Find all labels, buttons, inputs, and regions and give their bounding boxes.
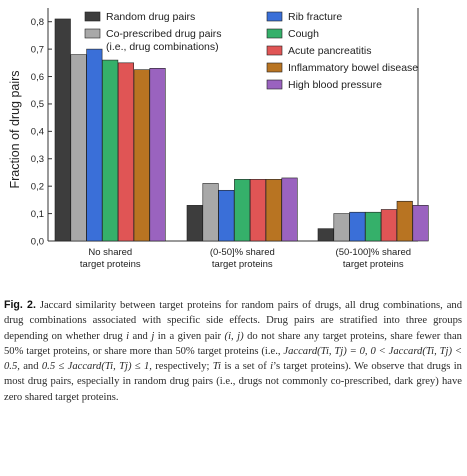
- figure-caption: Fig. 2. Jaccard similarity between targe…: [4, 298, 462, 405]
- bar-5-group-3: [380, 209, 398, 242]
- legend-label: Inflammatory bowel disease: [288, 62, 418, 74]
- caption-math-2: 0.5 ≤ Jaccard(Ti, Tj) ≤ 1,: [41, 361, 152, 373]
- legend-label: Cough: [288, 28, 319, 40]
- bar-1-group-1: [54, 18, 71, 242]
- legend-label: Co-prescribed drug pairs: [106, 28, 222, 40]
- legend-swatch: [266, 28, 283, 39]
- bar-5-group-2: [249, 179, 266, 242]
- y-tick-label: 0,3: [31, 154, 44, 165]
- bar-1-group-3: [317, 228, 334, 242]
- legend-swatch: [266, 62, 283, 73]
- bar-7-group-1: [149, 68, 166, 242]
- caption-and: and: [132, 330, 148, 342]
- y-axis-label: Fraction of drug pairs: [8, 70, 22, 188]
- category-label: (0-50]% shared: [210, 247, 275, 258]
- bar-4-group-1: [102, 59, 119, 242]
- legend-swatch: [84, 11, 101, 22]
- bar-4-group-3: [365, 211, 382, 242]
- caption-text-3: do not share any target proteins, share …: [4, 330, 462, 357]
- bar-6-group-3: [396, 200, 413, 242]
- caption-text-2: in a given pair: [157, 330, 222, 342]
- bar-7-group-2: [281, 177, 298, 242]
- bar-4-group-2: [234, 179, 251, 242]
- bar-5-group-1: [117, 62, 134, 242]
- bar-7-group-3: [412, 205, 429, 242]
- bar-3-group-1: [86, 48, 103, 242]
- caption-text-1: Jaccard similarity between target protei…: [4, 300, 462, 342]
- y-tick-label: 0,1: [31, 209, 44, 220]
- y-tick-label: 0,6: [31, 72, 44, 83]
- category-label: target proteins: [212, 259, 273, 270]
- bar-2-group-1: [70, 54, 87, 242]
- caption-math-4: i: [270, 361, 274, 373]
- y-tick-label: 0,2: [31, 181, 44, 192]
- legend-swatch: [84, 28, 101, 39]
- category-label: No shared: [88, 247, 132, 258]
- caption-var-i: i: [126, 330, 130, 342]
- legend-label: High blood pressure: [288, 79, 382, 91]
- legend-swatch: [266, 79, 283, 90]
- category-label: target proteins: [80, 259, 141, 270]
- bar-6-group-1: [133, 69, 150, 242]
- bar-1-group-2: [186, 205, 203, 242]
- y-tick-label: 0,0: [31, 236, 44, 247]
- y-tick-label: 0,4: [31, 127, 44, 138]
- caption-text-5: is a set of: [224, 361, 267, 373]
- category-label: (50-100]% shared: [336, 247, 412, 258]
- caption-math-1: Jaccard(Ti, Tj) = 0, 0 < Jaccard(Ti, Tj)…: [4, 345, 463, 373]
- bar-6-group-2: [265, 179, 282, 242]
- chart-labels: 0,0 0,1 0,2 0,3 0,4 0,5 0,6 0,7 0,8 Fraction of d…: [8, 17, 411, 270]
- caption-text-4: respectively;: [155, 361, 210, 373]
- y-tick-label: 0,5: [31, 99, 44, 110]
- caption-pair: (i, j): [224, 330, 244, 342]
- legend-label: Acute pancreatitis: [288, 45, 371, 57]
- chart-legend: Random drug pairs Co-prescribed drug pair…: [84, 11, 418, 91]
- legend-swatch: [266, 11, 283, 22]
- bar-chart: 0,0 0,1 0,2 0,3 0,4 0,5 0,6 0,7 0,8 Fraction of d…: [8, 8, 429, 270]
- y-tick-label: 0,7: [31, 44, 44, 55]
- chart-bars: [54, 18, 429, 242]
- caption-label: Fig. 2.: [4, 299, 36, 311]
- caption-text-6: ’s target proteins). We observe that dru…: [4, 361, 462, 403]
- bar-2-group-3: [333, 213, 350, 242]
- legend-label: Random drug pairs: [106, 11, 195, 23]
- caption-var-j: j: [151, 330, 155, 342]
- bar-3-group-3: [349, 211, 366, 242]
- bar-2-group-2: [202, 183, 219, 242]
- legend-label-line2: (i.e., drug combinations): [106, 41, 219, 53]
- legend-label: Rib fracture: [288, 11, 342, 23]
- legend-swatch: [266, 45, 283, 56]
- caption-and-2: and: [23, 361, 39, 373]
- figure-2: 0,0 0,1 0,2 0,3 0,4 0,5 0,6 0,7 0,8 Fraction of d…: [8, 8, 429, 270]
- caption-math-3: Ti: [212, 361, 221, 373]
- bar-3-group-2: [218, 189, 235, 242]
- y-tick-label: 0,8: [31, 17, 44, 28]
- category-label: target proteins: [343, 259, 404, 270]
